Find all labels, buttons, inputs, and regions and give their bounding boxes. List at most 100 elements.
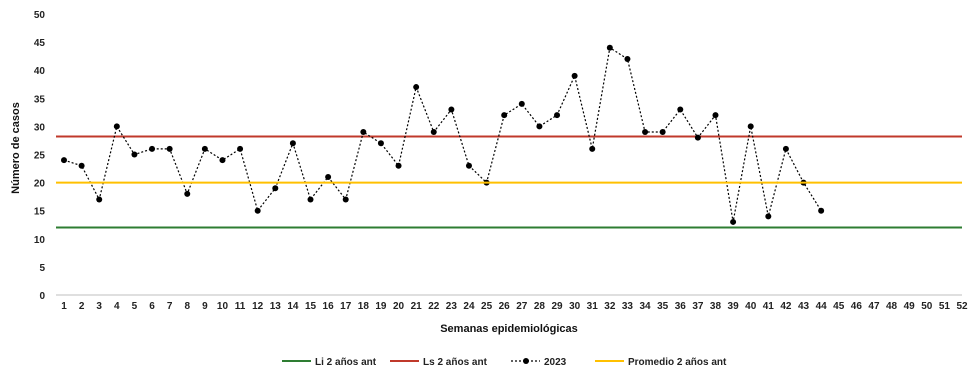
x-tick-label: 28 xyxy=(534,301,546,312)
data-point xyxy=(61,157,67,164)
data-point xyxy=(624,55,631,62)
data-point xyxy=(342,196,349,203)
y-tick-label: 40 xyxy=(34,66,46,77)
x-tick-label: 47 xyxy=(868,301,880,312)
data-point xyxy=(430,129,437,136)
x-tick-label: 34 xyxy=(639,301,651,312)
x-tick-label: 5 xyxy=(132,301,138,312)
x-axis-ticks: 1 2 3 4 5 6 7 8 9 10 11 12 13 14 15 16 17 18 19 20 21 22 23 24 2… xyxy=(61,301,968,312)
x-tick-label: 35 xyxy=(657,301,669,312)
x-tick-label: 36 xyxy=(675,301,687,312)
y-tick-label: 5 xyxy=(39,263,45,274)
x-tick-label: 18 xyxy=(358,301,370,312)
data-point xyxy=(166,145,173,152)
x-tick-label: 38 xyxy=(710,301,722,312)
x-tick-label: 37 xyxy=(692,301,704,312)
data-point xyxy=(712,112,719,119)
data-point xyxy=(501,112,508,119)
x-axis-title: Semanas epidemiológicas xyxy=(440,323,578,335)
x-tick-label: 22 xyxy=(428,301,440,312)
data-point xyxy=(818,207,825,214)
x-tick-label: 44 xyxy=(816,301,828,312)
y-tick-label: 35 xyxy=(34,94,46,105)
data-point xyxy=(730,218,737,225)
x-tick-label: 41 xyxy=(763,301,775,312)
x-tick-label: 33 xyxy=(622,301,634,312)
y-tick-label: 10 xyxy=(34,235,46,246)
x-tick-label: 13 xyxy=(270,301,282,312)
x-tick-label: 2 xyxy=(79,301,85,312)
series-layer xyxy=(56,44,962,229)
data-point xyxy=(325,173,332,180)
data-point xyxy=(219,157,226,164)
x-tick-label: 11 xyxy=(235,301,246,312)
x-tick-label: 1 xyxy=(61,301,67,312)
y-tick-label: 30 xyxy=(34,122,46,133)
data-point xyxy=(272,185,279,192)
x-tick-label: 20 xyxy=(393,301,405,312)
x-tick-label: 6 xyxy=(149,301,155,312)
x-tick-label: 26 xyxy=(499,301,511,312)
data-point xyxy=(782,145,789,152)
data-point xyxy=(571,72,578,79)
data-point xyxy=(694,134,701,141)
data-point xyxy=(554,112,561,119)
x-tick-label: 43 xyxy=(798,301,810,312)
data-point xyxy=(642,129,649,136)
data-point xyxy=(677,106,684,113)
x-tick-label: 25 xyxy=(481,301,493,312)
x-tick-label: 14 xyxy=(287,301,299,312)
data-point xyxy=(659,129,666,136)
data-point xyxy=(747,123,754,130)
data-point xyxy=(413,84,420,91)
data-point xyxy=(237,145,244,152)
data-point xyxy=(184,190,191,197)
x-tick-label: 23 xyxy=(446,301,458,312)
data-point xyxy=(113,123,120,130)
data-point xyxy=(131,151,138,158)
x-tick-label: 3 xyxy=(96,301,102,312)
y-tick-label: 25 xyxy=(34,151,46,162)
data-point xyxy=(448,106,455,113)
x-tick-label: 7 xyxy=(167,301,173,312)
x-tick-label: 51 xyxy=(939,301,951,312)
y-tick-label: 20 xyxy=(34,179,46,190)
x-tick-label: 15 xyxy=(305,301,317,312)
data-point xyxy=(765,213,772,220)
data-point xyxy=(96,196,103,203)
x-tick-label: 49 xyxy=(904,301,916,312)
x-tick-label: 30 xyxy=(569,301,581,312)
x-tick-label: 9 xyxy=(202,301,208,312)
data-point xyxy=(518,100,525,107)
x-tick-label: 50 xyxy=(921,301,933,312)
x-tick-label: 16 xyxy=(323,301,335,312)
data-point xyxy=(360,129,367,136)
x-tick-label: 48 xyxy=(886,301,898,312)
data-point xyxy=(149,145,156,152)
data-point xyxy=(606,44,613,51)
x-tick-label: 21 xyxy=(411,301,423,312)
data-point xyxy=(536,123,543,130)
x-tick-label: 46 xyxy=(851,301,863,312)
data-point xyxy=(589,145,596,152)
x-tick-label: 17 xyxy=(340,301,352,312)
x-tick-label: 10 xyxy=(217,301,229,312)
legend: Li 2 años ant Ls 2 años ant 2023 Promedio 2… xyxy=(282,357,727,368)
data-point xyxy=(377,140,384,147)
x-tick-label: 19 xyxy=(375,301,387,312)
data-point xyxy=(307,196,314,203)
x-tick-label: 39 xyxy=(728,301,740,312)
data-point xyxy=(289,140,296,147)
legend-label: 2023 xyxy=(544,357,567,368)
x-tick-label: 32 xyxy=(604,301,616,312)
x-tick-label: 42 xyxy=(780,301,792,312)
data-point xyxy=(465,162,472,169)
x-tick-label: 24 xyxy=(463,301,475,312)
y-tick-label: 50 xyxy=(34,10,46,21)
x-tick-label: 45 xyxy=(833,301,845,312)
x-tick-label: 31 xyxy=(587,301,599,312)
y-tick-label: 15 xyxy=(34,207,46,218)
legend-marker xyxy=(523,358,529,364)
x-tick-label: 29 xyxy=(551,301,563,312)
